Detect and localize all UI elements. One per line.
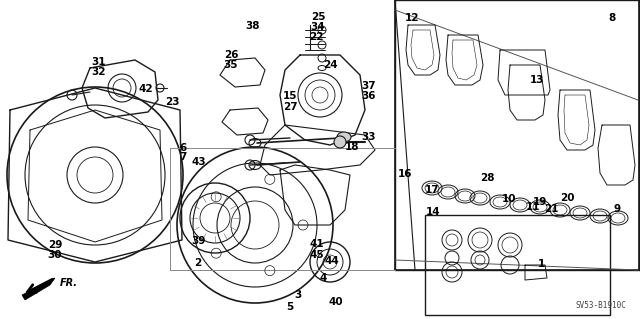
Text: FR.: FR.	[60, 278, 78, 288]
Text: 38: 38	[246, 21, 260, 31]
Text: 26: 26	[224, 50, 238, 60]
Text: 15: 15	[283, 91, 297, 101]
Text: 31: 31	[92, 57, 106, 67]
Text: 33: 33	[362, 132, 376, 142]
Text: 45: 45	[310, 250, 324, 260]
Bar	[425, 215, 610, 315]
Text: 36: 36	[362, 91, 376, 101]
Text: 39: 39	[192, 236, 206, 246]
Text: 4: 4	[319, 273, 326, 283]
Text: 25: 25	[311, 12, 325, 22]
Ellipse shape	[337, 132, 351, 142]
Text: 14: 14	[426, 207, 440, 217]
Polygon shape	[22, 278, 55, 300]
Text: 17: 17	[425, 185, 439, 195]
Text: 18: 18	[345, 142, 359, 152]
Text: 34: 34	[310, 22, 325, 32]
Text: 10: 10	[502, 194, 516, 204]
Text: 44: 44	[324, 256, 339, 266]
Text: SV53-B1910C: SV53-B1910C	[575, 300, 626, 309]
Text: 20: 20	[560, 193, 574, 203]
Bar	[395, 0, 639, 270]
Text: 43: 43	[192, 157, 206, 167]
Text: 41: 41	[310, 239, 324, 249]
Text: 21: 21	[544, 204, 558, 214]
Text: 24: 24	[323, 60, 337, 70]
Text: 37: 37	[362, 81, 376, 91]
Text: 9: 9	[613, 204, 621, 214]
Text: 27: 27	[283, 102, 298, 112]
Text: 30: 30	[48, 250, 62, 260]
Text: 2: 2	[195, 258, 202, 268]
Text: 40: 40	[329, 297, 343, 307]
Text: 32: 32	[92, 67, 106, 77]
Text: 16: 16	[397, 169, 412, 179]
Text: 7: 7	[179, 152, 187, 162]
Text: 13: 13	[530, 75, 544, 85]
Circle shape	[334, 136, 346, 148]
Text: 8: 8	[609, 13, 616, 23]
Text: 3: 3	[294, 290, 301, 300]
Text: 19: 19	[533, 197, 547, 207]
Text: 12: 12	[404, 13, 419, 23]
Text: 5: 5	[286, 302, 294, 312]
Text: 6: 6	[179, 143, 187, 153]
Text: 29: 29	[48, 240, 62, 250]
Text: 42: 42	[139, 84, 154, 94]
Text: 35: 35	[224, 60, 238, 70]
Text: 28: 28	[480, 173, 494, 183]
Text: 22: 22	[308, 32, 323, 42]
Text: 23: 23	[164, 97, 179, 107]
Text: 11: 11	[525, 202, 540, 212]
Text: 1: 1	[538, 259, 545, 269]
